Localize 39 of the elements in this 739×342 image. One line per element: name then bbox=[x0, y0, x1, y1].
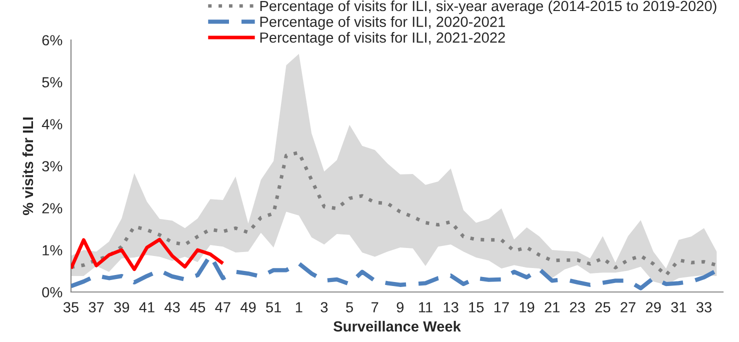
x-tick-label: 25 bbox=[595, 302, 610, 312]
x-tick-label: 35 bbox=[63, 302, 78, 312]
x-tick-label: 29 bbox=[646, 302, 661, 312]
x-tick-label: 3 bbox=[320, 302, 328, 312]
x-tick-label: 51 bbox=[266, 302, 281, 312]
y-tick-label: 6% bbox=[42, 35, 62, 46]
y-tick-label: 4% bbox=[42, 119, 62, 130]
y-tick-label: 1% bbox=[42, 245, 62, 256]
x-tick-label: 7 bbox=[372, 302, 378, 312]
x-tick-label: 9 bbox=[396, 302, 404, 312]
x-tick-label: 27 bbox=[620, 302, 636, 312]
y-tick-label: 2% bbox=[42, 203, 62, 214]
x-tick-label: 1 bbox=[296, 302, 302, 312]
legend-label: Percentage of visits for ILI, 2020-2021 bbox=[260, 16, 505, 30]
x-axis-title: Surveillance Week bbox=[334, 320, 461, 332]
line-series bbox=[71, 238, 225, 272]
x-tick-label: 47 bbox=[215, 302, 230, 312]
legend-label: Percentage of visits for ILI, 2021-2022 bbox=[260, 32, 505, 46]
x-tick-label: 39 bbox=[114, 302, 130, 312]
x-tick-label: 33 bbox=[696, 302, 712, 312]
x-tick-label: 41 bbox=[139, 302, 154, 312]
x-tick-label: 37 bbox=[88, 302, 104, 312]
x-tick-label: 49 bbox=[240, 302, 256, 312]
y-axis-title: % visits for ILI bbox=[22, 118, 34, 216]
y-tick-label: 0% bbox=[42, 287, 62, 298]
x-tick-label: 21 bbox=[544, 302, 560, 312]
x-tick-label: 17 bbox=[494, 302, 509, 312]
x-tick-label: 45 bbox=[190, 302, 206, 312]
x-tick-label: 15 bbox=[469, 302, 484, 312]
y-tick-label: 5% bbox=[42, 77, 62, 88]
x-tick-label: 5 bbox=[346, 302, 353, 312]
x-tick-label: 13 bbox=[444, 302, 458, 312]
y-tick-label: 3% bbox=[42, 161, 62, 172]
x-tick-label: 11 bbox=[419, 302, 432, 312]
x-tick-label: 43 bbox=[164, 302, 180, 312]
x-tick-label: 19 bbox=[520, 302, 534, 312]
x-tick-label: 31 bbox=[671, 302, 686, 312]
x-tick-label: 23 bbox=[570, 302, 585, 312]
legend-label: Percentage of visits for ILI, six-year average (2014-2015 to 2019-2020) bbox=[260, 0, 716, 14]
